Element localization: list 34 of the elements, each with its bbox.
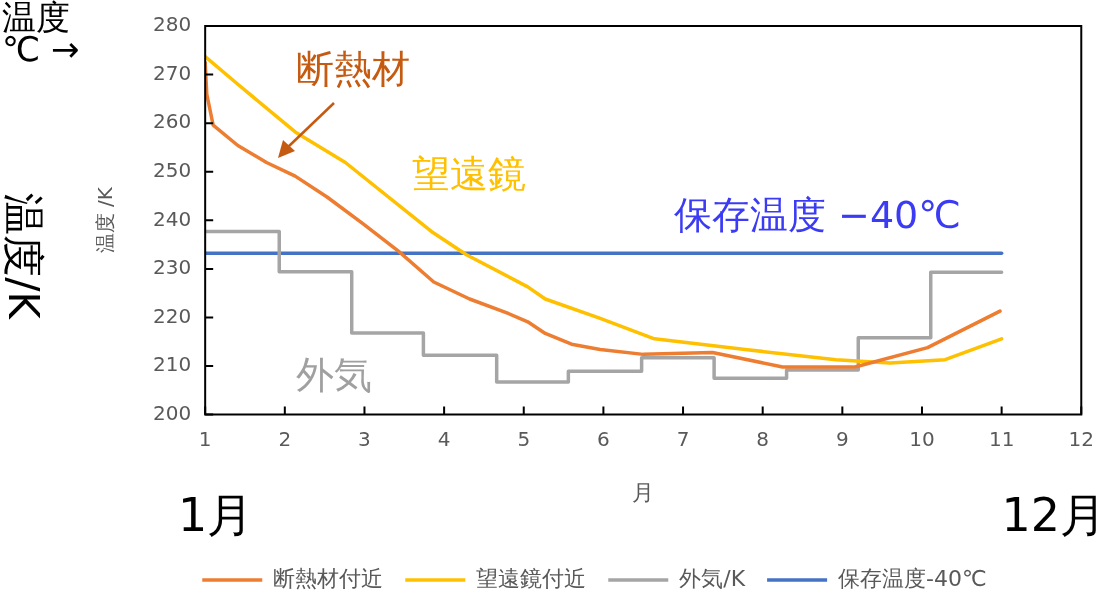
y-tick-label: 260 — [152, 109, 192, 134]
y-tick-label: 200 — [152, 400, 192, 425]
y-tick-label: 240 — [152, 206, 192, 231]
y-tick-label: 220 — [152, 303, 192, 328]
annotation: 断熱材 — [296, 47, 410, 91]
legend-label: 断熱材付近 — [273, 565, 384, 591]
x-tick-label: 8 — [756, 426, 770, 451]
text: 温度/K — [0, 193, 48, 319]
legend-label: 望遠鏡付近 — [476, 565, 587, 591]
x-tick-label: 4 — [437, 426, 451, 451]
y-tick-label: 230 — [152, 255, 192, 280]
x-axis-title: 月 — [632, 479, 655, 505]
x-tick-label: 3 — [358, 426, 371, 451]
y-tick-label: 280 — [152, 12, 192, 37]
text: 12月 — [1001, 488, 1106, 542]
annotation: 外気 — [296, 353, 372, 397]
annotation: 保存温度 −40℃ — [674, 193, 961, 237]
y-tick-label: 250 — [152, 157, 192, 182]
x-tick-label: 2 — [278, 426, 292, 451]
legend-label: 保存温度-40℃ — [838, 565, 987, 591]
x-tick-label: 6 — [597, 426, 610, 451]
y-tick-label: 270 — [152, 60, 192, 85]
x-tick-label: 10 — [909, 426, 935, 451]
y-axis-title: 温度 /K — [93, 186, 118, 254]
text: 1月 — [178, 488, 254, 542]
annotation: 望遠鏡 — [412, 152, 526, 196]
x-tick-label: 5 — [517, 426, 531, 451]
x-tick-label: 12 — [1068, 426, 1094, 451]
x-tick-label: 11 — [988, 426, 1015, 451]
y-tick-label: 210 — [152, 352, 192, 377]
x-tick-label: 9 — [835, 426, 849, 451]
legend-label: 外気/K — [679, 565, 746, 591]
x-tick-label: 7 — [676, 426, 690, 451]
x-tick-label: 1 — [198, 426, 212, 451]
